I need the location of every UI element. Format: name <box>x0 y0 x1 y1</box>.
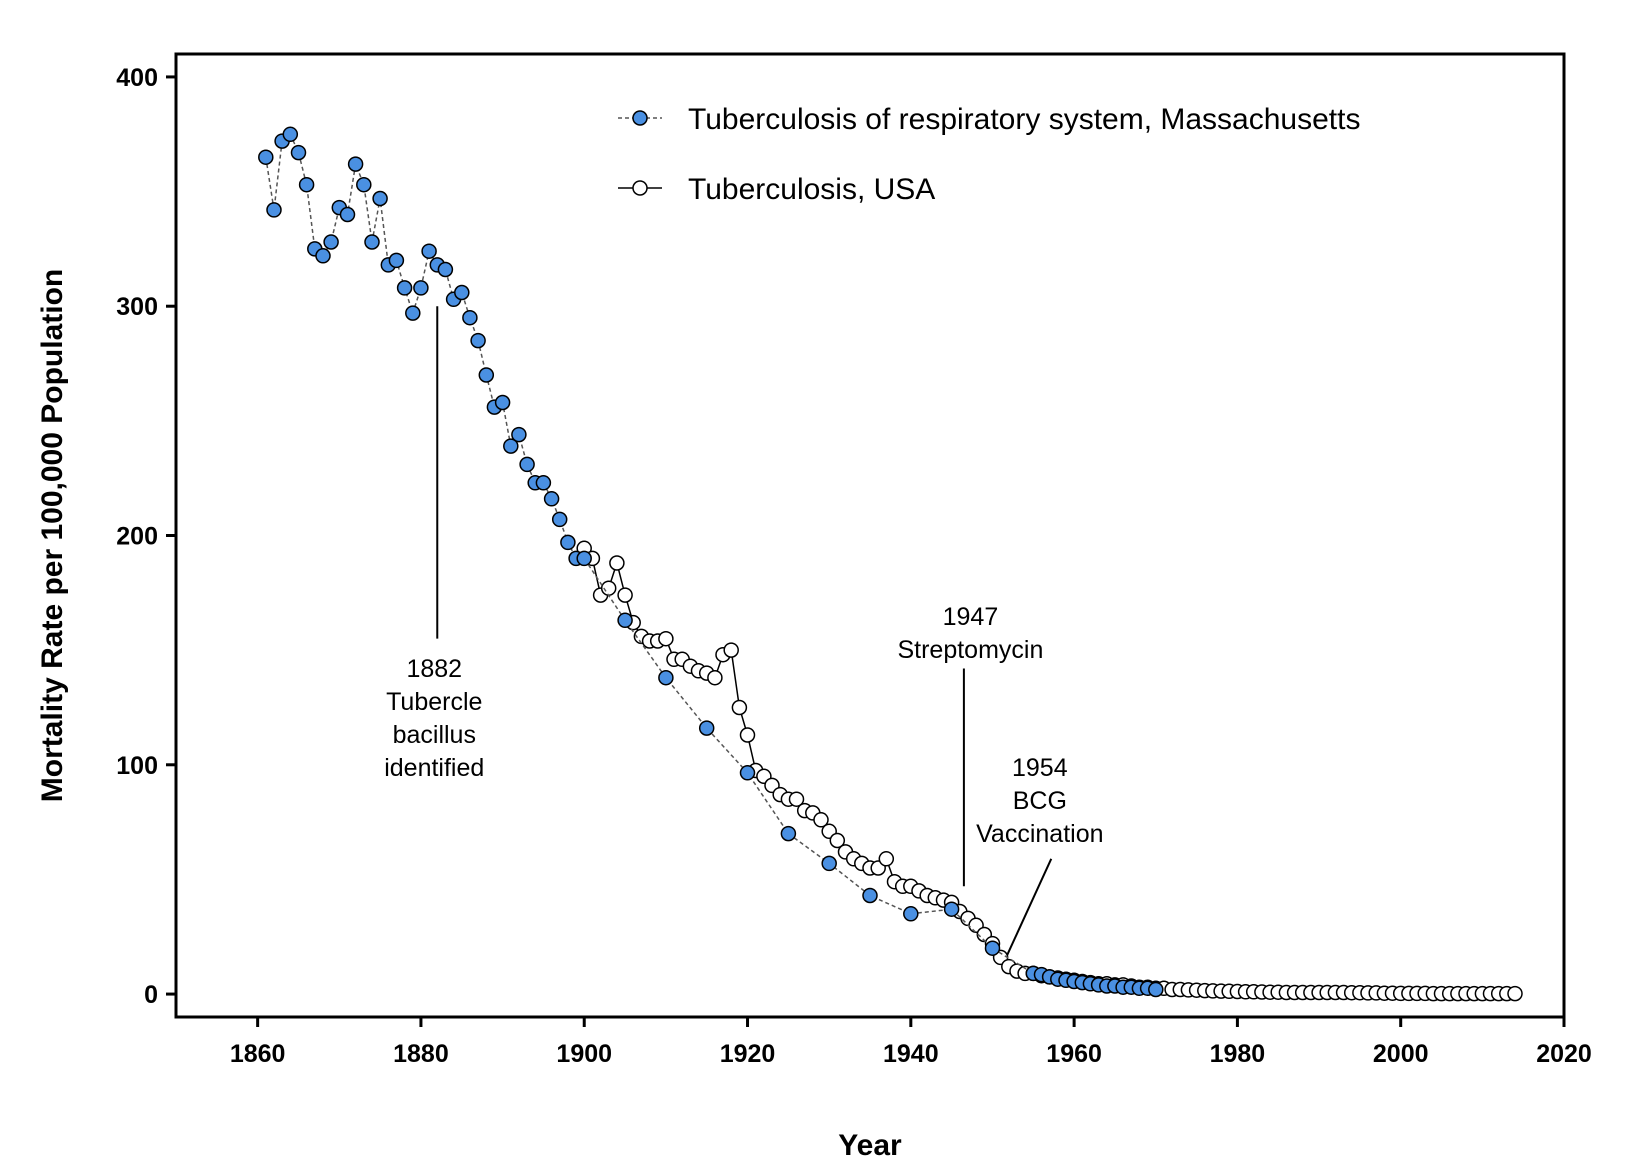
massachusetts-data-point <box>347 156 364 172</box>
massachusetts-data-point <box>462 309 478 326</box>
usa-data-point <box>609 555 625 571</box>
legend: Tuberculosis of respiratory system, Mass… <box>618 103 1360 206</box>
x-tick-label: 2000 <box>1373 1040 1429 1068</box>
massachusetts-data-point <box>364 234 380 250</box>
massachusetts-data-point <box>356 176 372 193</box>
annotation-line: Vaccination <box>976 820 1103 848</box>
annotation-1954: 1954 BCG Vaccination <box>976 754 1103 848</box>
series-massachusetts <box>258 126 1164 998</box>
massachusetts-data-point <box>739 765 756 781</box>
annotation-line: Tubercle <box>386 688 482 716</box>
x-tick-label: 1960 <box>1046 1040 1102 1068</box>
usa-data-point <box>813 812 829 828</box>
massachusetts-data-point <box>519 456 535 473</box>
massachusetts-data-point <box>984 940 1001 956</box>
massachusetts-data-point <box>494 394 511 411</box>
usa-data-point <box>723 642 739 658</box>
y-tick-label: 400 <box>116 64 158 92</box>
massachusetts-data-point <box>405 305 421 321</box>
x-tick-label: 1920 <box>720 1040 776 1068</box>
massachusetts-data-point <box>396 280 413 296</box>
massachusetts-data-point <box>658 669 674 686</box>
y-tick-label: 0 <box>144 981 158 1009</box>
annotation-1882: 1882 Tubercle bacillus identified <box>384 655 484 782</box>
massachusetts-data-point <box>543 491 560 507</box>
massachusetts-data-point <box>421 243 437 259</box>
massachusetts-data-point <box>372 190 388 207</box>
massachusetts-data-point <box>698 720 715 736</box>
legend-usa-marker <box>632 180 648 196</box>
massachusetts-data-point <box>551 511 568 528</box>
usa-data-point <box>739 727 756 743</box>
annotation-lines <box>436 306 1053 956</box>
massachusetts-data-point <box>298 176 315 193</box>
legend-entry-usa: Tuberculosis, USA <box>618 173 935 206</box>
x-tick-label: 1900 <box>556 1040 612 1068</box>
usa-data-point <box>1507 985 1523 1002</box>
x-tick-label: 1940 <box>883 1040 939 1068</box>
y-axis-title: Mortality Rate per 100,000 Population <box>36 269 69 802</box>
massachusetts-data-point <box>862 887 878 904</box>
massachusetts-data-point <box>454 284 470 301</box>
annotation-line: 1954 <box>1012 754 1068 782</box>
massachusetts-data-point <box>266 202 282 218</box>
usa-data-point <box>829 832 846 849</box>
massachusetts-data-point <box>388 252 405 269</box>
massachusetts-data-point <box>535 475 552 491</box>
annotation-line: 1882 <box>406 655 462 683</box>
x-axis-title: Year <box>838 1129 902 1162</box>
massachusetts-data-point <box>1148 981 1164 998</box>
massachusetts-data-point <box>478 367 495 383</box>
massachusetts-data-point <box>780 825 797 842</box>
legend-massachusetts-label: Tuberculosis of respiratory system, Mass… <box>688 103 1360 136</box>
usa-data-point <box>731 699 748 716</box>
massachusetts-data-point <box>511 426 527 443</box>
usa-data-point <box>878 851 895 867</box>
x-tick-label: 1880 <box>393 1040 449 1068</box>
annotation-line: 1947 <box>943 603 999 631</box>
x-axis: 1860 1880 1900 1920 1940 1960 1980 2000 2020 <box>230 1017 1592 1068</box>
annotation-1947: 1947 Streptomycin <box>897 603 1043 664</box>
annotation-line: Streptomycin <box>897 636 1043 664</box>
annotation-line: identified <box>384 754 484 782</box>
usa-data-point <box>788 791 805 807</box>
usa-data-point <box>617 587 633 603</box>
x-tick-label: 1860 <box>230 1040 286 1068</box>
x-tick-label: 2020 <box>1536 1040 1592 1068</box>
annotation-1954-line <box>1006 858 1053 956</box>
massachusetts-data-point <box>903 906 919 922</box>
y-axis: 0 100 200 300 400 <box>116 64 176 1009</box>
massachusetts-data-point <box>282 126 299 143</box>
massachusetts-data-point <box>576 550 592 567</box>
massachusetts-data-point <box>258 149 274 165</box>
massachusetts-data-point <box>821 855 837 872</box>
massachusetts-data-point <box>470 332 486 349</box>
massachusetts-line <box>265 133 1156 991</box>
massachusetts-data-point <box>560 534 576 551</box>
legend-usa-label: Tuberculosis, USA <box>688 173 935 206</box>
y-tick-label: 300 <box>116 293 158 321</box>
legend-massachusetts-marker <box>632 110 648 126</box>
annotation-line: bacillus <box>393 721 476 749</box>
massachusetts-data-point <box>503 438 519 454</box>
massachusetts-data-point <box>339 206 356 223</box>
massachusetts-data-point <box>413 280 429 296</box>
massachusetts-data-point <box>315 248 331 264</box>
y-tick-label: 100 <box>116 752 158 780</box>
usa-data-point <box>658 630 674 647</box>
annotations: 1882 Tubercle bacillus identified 1947 Strept… <box>384 603 1103 848</box>
annotation-line: BCG <box>1013 787 1067 815</box>
usa-data-point <box>707 669 723 686</box>
legend-entry-massachusetts: Tuberculosis of respiratory system, Mass… <box>618 103 1360 136</box>
massachusetts-data-point <box>617 612 633 629</box>
massachusetts-data-point <box>290 144 307 161</box>
massachusetts-data-point <box>323 234 339 250</box>
massachusetts-data-point <box>437 261 454 278</box>
massachusetts-data-point <box>943 901 960 917</box>
y-tick-label: 200 <box>116 523 158 551</box>
x-tick-label: 1980 <box>1210 1040 1266 1068</box>
